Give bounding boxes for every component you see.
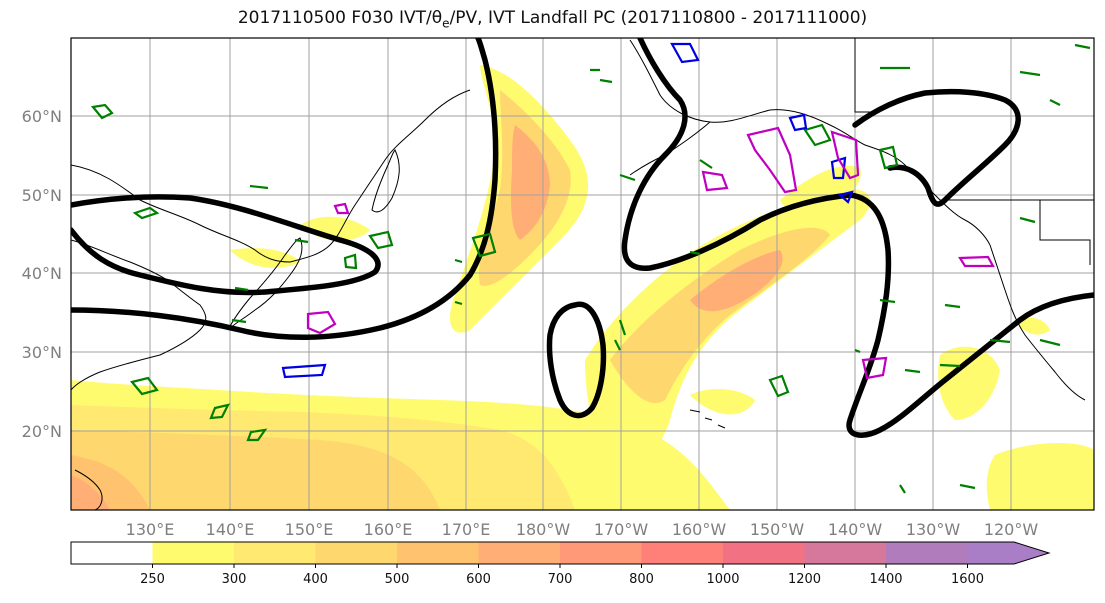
colorbar-label: 1400 — [869, 572, 902, 587]
colorbar-segment — [968, 542, 1050, 564]
lon-label: 150°W — [750, 520, 805, 539]
lon-label: 170°E — [442, 520, 491, 539]
ivt-patch-baja — [987, 443, 1094, 510]
lat-label: 60°N — [22, 107, 62, 126]
lon-label: 130°W — [906, 520, 961, 539]
colorbar-segment — [642, 542, 724, 564]
colorbar-segment — [805, 542, 887, 564]
colorbar-label: 600 — [466, 572, 491, 587]
colorbar-segment — [397, 542, 479, 564]
colorbar-label: 800 — [629, 572, 654, 587]
colorbar-segment — [234, 542, 316, 564]
lon-label: 130°E — [126, 520, 175, 539]
colorbar-segment — [316, 542, 398, 564]
colorbar-label: 1000 — [706, 572, 739, 587]
colorbar-segment — [153, 542, 235, 564]
lon-label: 180°W — [516, 520, 571, 539]
colorbar-label: 500 — [385, 572, 410, 587]
colorbar-label: 300 — [222, 572, 247, 587]
colorbar-label: 250 — [140, 572, 165, 587]
ivt-colorbar: 250 300 400 500 600 700 800 1000 1200 1400 1600 — [71, 542, 1049, 587]
lat-label: 20°N — [22, 422, 62, 441]
colorbar-label: 1600 — [951, 572, 984, 587]
longitude-labels: 130°E 140°E 150°E 160°E 170°E 180°W 170°… — [126, 520, 1039, 539]
lon-label: 120°W — [984, 520, 1039, 539]
lat-label: 30°N — [22, 343, 62, 362]
lon-label: 140°E — [206, 520, 255, 539]
lon-label: 160°E — [364, 520, 413, 539]
colorbar-segment — [723, 542, 805, 564]
colorbar-label: 700 — [548, 572, 573, 587]
colorbar-segment — [479, 542, 561, 564]
lat-label: 50°N — [22, 186, 62, 205]
lon-label: 170°W — [594, 520, 649, 539]
colorbar-segment — [560, 542, 642, 564]
lon-label: 140°W — [828, 520, 883, 539]
latitude-labels: 20°N 30°N 40°N 50°N 60°N — [22, 107, 62, 441]
lat-label: 40°N — [22, 264, 62, 283]
colorbar-label: 400 — [303, 572, 328, 587]
colorbar-segment — [886, 542, 968, 564]
colorbar-label: 1200 — [788, 572, 821, 587]
colorbar-segment — [71, 542, 153, 564]
lon-label: 160°W — [672, 520, 727, 539]
lon-label: 150°E — [285, 520, 334, 539]
